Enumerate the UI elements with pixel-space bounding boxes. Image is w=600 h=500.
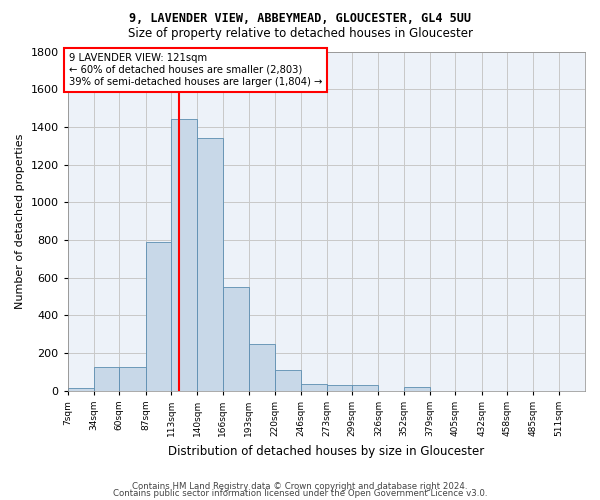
Bar [352,385,379,391]
Bar [275,370,301,391]
Text: Size of property relative to detached houses in Gloucester: Size of property relative to detached ho… [128,28,473,40]
Text: Contains HM Land Registry data © Crown copyright and database right 2024.: Contains HM Land Registry data © Crown c… [132,482,468,491]
Text: 9 LAVENDER VIEW: 121sqm
← 60% of detached houses are smaller (2,803)
39% of semi: 9 LAVENDER VIEW: 121sqm ← 60% of detache… [68,54,322,86]
Bar [223,287,249,391]
Bar [68,388,94,391]
Bar [301,384,327,391]
X-axis label: Distribution of detached houses by size in Gloucester: Distribution of detached houses by size … [168,444,484,458]
Bar [327,385,352,391]
Text: Contains public sector information licensed under the Open Government Licence v3: Contains public sector information licen… [113,490,487,498]
Bar [119,367,146,391]
Bar [197,138,223,391]
Bar [404,387,430,391]
Bar [249,344,275,391]
Y-axis label: Number of detached properties: Number of detached properties [15,134,25,309]
Bar [146,242,171,391]
Bar [171,120,197,391]
Text: 9, LAVENDER VIEW, ABBEYMEAD, GLOUCESTER, GL4 5UU: 9, LAVENDER VIEW, ABBEYMEAD, GLOUCESTER,… [129,12,471,26]
Bar [94,367,119,391]
